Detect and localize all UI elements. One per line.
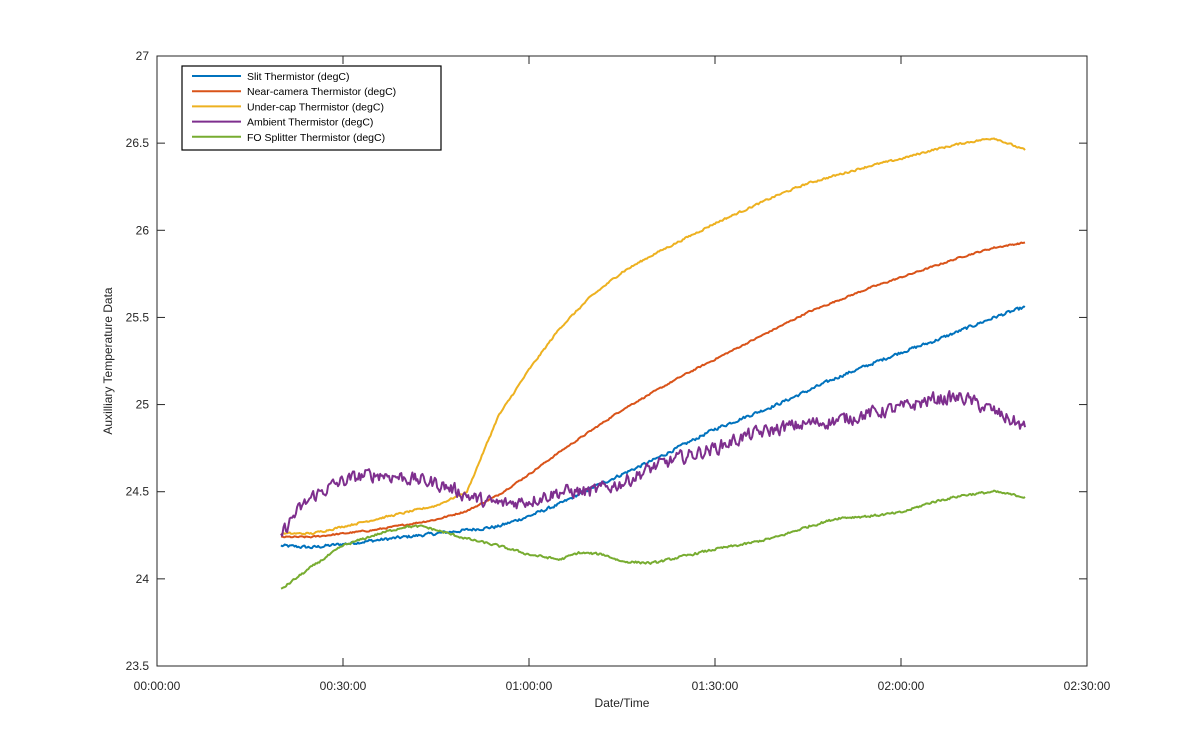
y-tick-label: 24 bbox=[136, 572, 150, 586]
y-tick-label: 25 bbox=[136, 398, 150, 412]
x-tick-label: 01:30:00 bbox=[692, 679, 739, 693]
ticks-layer: 00:00:00 00:30:00 01:00:00 01:30:00 02:00:00… bbox=[126, 49, 1111, 693]
y-tick-label: 26 bbox=[136, 223, 150, 237]
series-line-1 bbox=[280, 305, 1026, 550]
plot-frame bbox=[156, 55, 1088, 667]
series-line-4 bbox=[280, 390, 1026, 537]
legend-label-4: Ambient Thermistor (degC) bbox=[247, 117, 373, 129]
series-line-5 bbox=[280, 489, 1026, 590]
y-tick-label: 26.5 bbox=[126, 136, 150, 150]
x-tick-label: 02:30:00 bbox=[1064, 679, 1111, 693]
x-tick-label: 00:00:00 bbox=[134, 679, 181, 693]
x-tick-label: 01:00:00 bbox=[506, 679, 553, 693]
y-tick-label: 23.5 bbox=[126, 659, 150, 673]
legend: Slit Thermistor (degC) Near-camera Thermi… bbox=[181, 65, 442, 151]
series-layer bbox=[280, 137, 1026, 590]
series-line-2 bbox=[280, 241, 1026, 539]
y-tick-label: 27 bbox=[136, 49, 150, 63]
plot-background bbox=[157, 56, 1087, 666]
y-axis-label: Auxilliary Temperature Data bbox=[101, 287, 115, 435]
y-tick-label: 25.5 bbox=[126, 310, 150, 324]
x-tick-label: 00:30:00 bbox=[320, 679, 367, 693]
legend-label-1: Slit Thermistor (degC) bbox=[247, 71, 350, 83]
legend-label-5: FO Splitter Thermistor (degC) bbox=[247, 132, 385, 144]
series-line-3 bbox=[280, 137, 1026, 536]
legend-label-2: Near-camera Thermistor (degC) bbox=[247, 86, 396, 98]
y-tick-label: 24.5 bbox=[126, 485, 150, 499]
x-axis-label: Date/Time bbox=[595, 696, 650, 710]
x-tick-label: 02:00:00 bbox=[878, 679, 925, 693]
legend-label-3: Under-cap Thermistor (degC) bbox=[247, 101, 384, 113]
